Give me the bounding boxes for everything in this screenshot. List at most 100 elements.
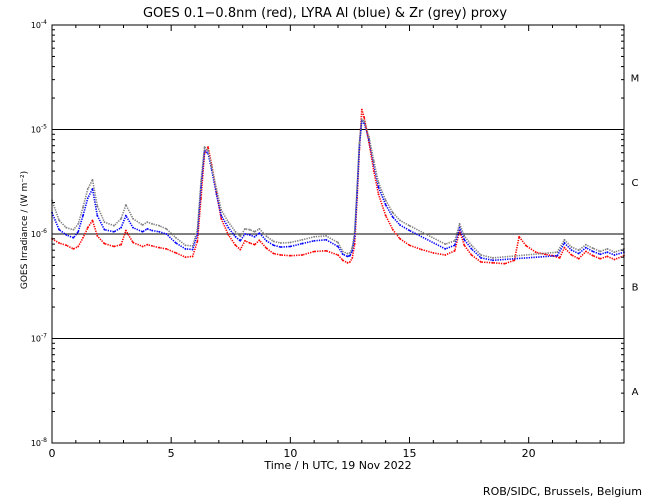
data-point xyxy=(272,244,275,247)
data-point xyxy=(220,217,223,220)
data-point xyxy=(239,235,242,238)
data-point xyxy=(470,244,473,247)
data-point xyxy=(175,251,177,254)
data-point xyxy=(563,246,566,249)
data-point xyxy=(570,249,573,252)
data-point xyxy=(577,252,580,255)
data-point xyxy=(175,236,177,239)
chart-title: GOES 0.1−0.8nm (red), LYRA Al (blue) & Z… xyxy=(142,6,508,21)
data-point xyxy=(239,248,242,251)
data-point xyxy=(96,205,99,207)
data-point xyxy=(91,178,94,181)
x-tick-label: 20 xyxy=(522,447,536,460)
data-point xyxy=(141,230,144,233)
data-point xyxy=(556,251,559,254)
data-point xyxy=(325,249,327,252)
data-point xyxy=(253,243,256,246)
data-point xyxy=(124,229,127,232)
credit-label: ROB/SIDC, Brussels, Belgium xyxy=(482,485,642,498)
y-axis-label: GOES Irradiance / (W m⁻²) xyxy=(20,170,30,290)
data-point xyxy=(248,242,251,244)
data-point xyxy=(191,244,194,247)
data-point xyxy=(203,146,206,148)
data-point xyxy=(584,246,587,249)
series-line-goes-0-1-0-8nm xyxy=(51,108,625,265)
data-point xyxy=(151,229,154,232)
data-point xyxy=(103,228,106,231)
data-point xyxy=(244,233,246,235)
data-point xyxy=(86,197,89,200)
data-point xyxy=(65,234,68,236)
data-point xyxy=(227,226,230,229)
data-point xyxy=(377,181,380,184)
data-point xyxy=(289,241,292,244)
data-point xyxy=(518,235,521,238)
data-point xyxy=(77,245,80,248)
data-point xyxy=(196,228,199,231)
data-point xyxy=(132,217,134,220)
data-point xyxy=(151,244,154,247)
data-point xyxy=(613,258,616,261)
data-point xyxy=(220,209,223,211)
data-point xyxy=(346,252,349,255)
data-point xyxy=(534,251,537,254)
data-point xyxy=(592,254,594,257)
data-point xyxy=(453,244,456,247)
data-point xyxy=(103,221,106,223)
data-point xyxy=(444,254,447,256)
flare-class-label: C xyxy=(632,178,639,189)
data-point xyxy=(239,239,242,242)
data-point xyxy=(463,238,466,241)
data-point xyxy=(234,230,237,233)
data-point xyxy=(458,222,461,225)
data-point xyxy=(258,232,261,235)
x-tick-label: 0 xyxy=(49,447,56,460)
data-point xyxy=(563,238,566,241)
data-point xyxy=(132,241,134,244)
data-point xyxy=(165,233,168,235)
data-point xyxy=(599,253,602,256)
data-point xyxy=(227,234,230,236)
data-point xyxy=(606,248,609,250)
data-point xyxy=(227,221,230,223)
data-point xyxy=(346,255,349,258)
data-point xyxy=(96,234,99,237)
data-point xyxy=(248,234,251,236)
data-point xyxy=(349,261,351,263)
data-point xyxy=(184,256,187,259)
data-point xyxy=(360,108,363,111)
data-point xyxy=(113,224,115,227)
data-point xyxy=(234,235,237,238)
data-point xyxy=(613,251,616,254)
data-point xyxy=(120,217,123,220)
data-point xyxy=(313,235,316,238)
data-point xyxy=(356,186,358,189)
data-point xyxy=(58,228,61,231)
y-tick-label: 10-7 xyxy=(31,333,47,344)
data-point xyxy=(577,249,580,252)
data-point xyxy=(289,245,292,248)
data-point xyxy=(82,206,84,209)
data-point xyxy=(599,257,602,260)
data-point xyxy=(86,188,89,190)
data-point xyxy=(444,248,447,250)
data-point xyxy=(279,246,282,248)
data-point xyxy=(244,239,246,242)
data-point xyxy=(399,219,401,222)
data-point xyxy=(289,254,292,257)
data-point xyxy=(191,255,194,258)
data-point xyxy=(325,234,327,237)
data-point xyxy=(453,249,456,252)
data-point xyxy=(72,228,75,231)
data-point xyxy=(272,240,275,243)
data-point xyxy=(146,243,149,246)
data-point xyxy=(77,222,80,225)
data-point xyxy=(432,251,435,254)
data-point xyxy=(480,254,482,256)
data-point xyxy=(584,250,587,253)
data-point xyxy=(351,246,354,249)
data-point xyxy=(313,250,316,253)
data-point xyxy=(337,241,339,244)
data-point xyxy=(96,214,99,217)
data-point xyxy=(384,199,387,202)
